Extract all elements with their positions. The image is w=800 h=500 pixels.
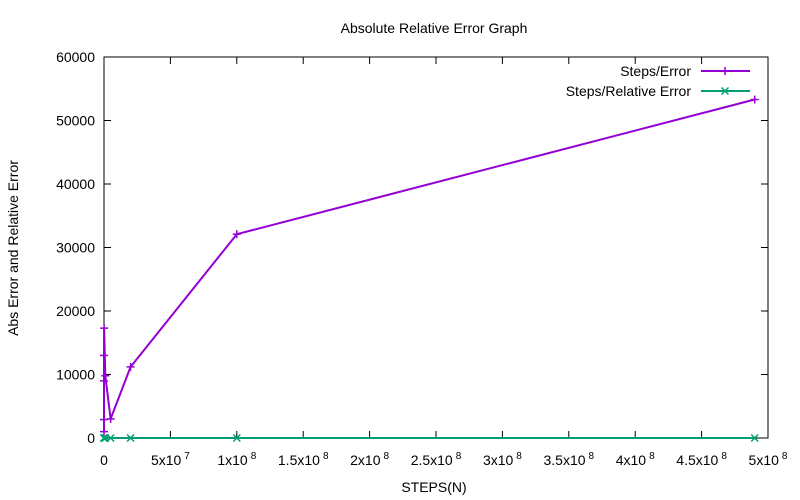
- series-line-1: [103, 98, 755, 432]
- y-tick-label: 20000: [56, 303, 95, 319]
- series-1-point: [100, 376, 109, 385]
- plot-frame: [103, 56, 769, 439]
- y-tick-label: 40000: [56, 176, 95, 192]
- chart-title: Absolute Relative Error Graph: [341, 20, 528, 36]
- x-tick-label: 2.5x10 8: [411, 451, 462, 468]
- series-1-point: [126, 362, 135, 371]
- series-1-point: [100, 427, 109, 436]
- series-2-point: [232, 433, 241, 443]
- series-1-point: [750, 95, 759, 104]
- series-layer: [99, 95, 759, 443]
- y-tick-label: 60000: [56, 49, 95, 65]
- x-tick-label: 3x10 8: [483, 451, 522, 468]
- y-tick-label: 0: [87, 430, 95, 446]
- plot-border: [103, 56, 769, 439]
- series-1-point: [100, 324, 109, 333]
- legend: Steps/Error Steps/Relative Error: [566, 63, 750, 99]
- x-tick-label: 4.5x10 8: [676, 451, 727, 468]
- legend-label: Steps/Relative Error: [566, 83, 692, 99]
- x-tick-label: 1.5x10 8: [278, 451, 329, 468]
- series-2-point: [100, 433, 109, 443]
- series-1-point: [101, 371, 110, 380]
- y-tick-label: 10000: [56, 367, 95, 383]
- series-2-point: [126, 433, 135, 443]
- x-axis-label: STEPS(N): [401, 479, 466, 495]
- y-axis: 0 10000 20000 30000 40000 50000 60000: [56, 49, 768, 446]
- y-axis-label: Abs Error and Relative Error: [5, 160, 21, 336]
- series-2-point: [750, 433, 759, 443]
- y-tick-label: 30000: [56, 240, 95, 256]
- legend-marker: [721, 67, 729, 75]
- legend-marker: [720, 86, 730, 96]
- x-tick-label: 5x10 7: [151, 451, 190, 468]
- x-tick-label: 1x10 8: [217, 451, 256, 468]
- legend-label: Steps/Error: [620, 63, 691, 79]
- x-axis: 0 5x10 7 1x10 8 1.5x10 8 2x10 8 2.5x10 8 3x10 8 3.5x1…: [100, 57, 788, 468]
- x-tick-label: 3.5x10 8: [543, 451, 594, 468]
- series-1-point: [106, 414, 115, 423]
- x-tick-label: 4x10 8: [616, 451, 655, 468]
- series-1-point: [232, 230, 241, 239]
- x-tick-label: 0: [100, 452, 108, 468]
- series-1-point: [100, 351, 109, 360]
- x-tick-label: 5x10 8: [749, 451, 788, 468]
- series-2-point: [106, 433, 115, 443]
- x-tick-label: 2x10 8: [350, 451, 389, 468]
- y-tick-label: 50000: [56, 113, 95, 129]
